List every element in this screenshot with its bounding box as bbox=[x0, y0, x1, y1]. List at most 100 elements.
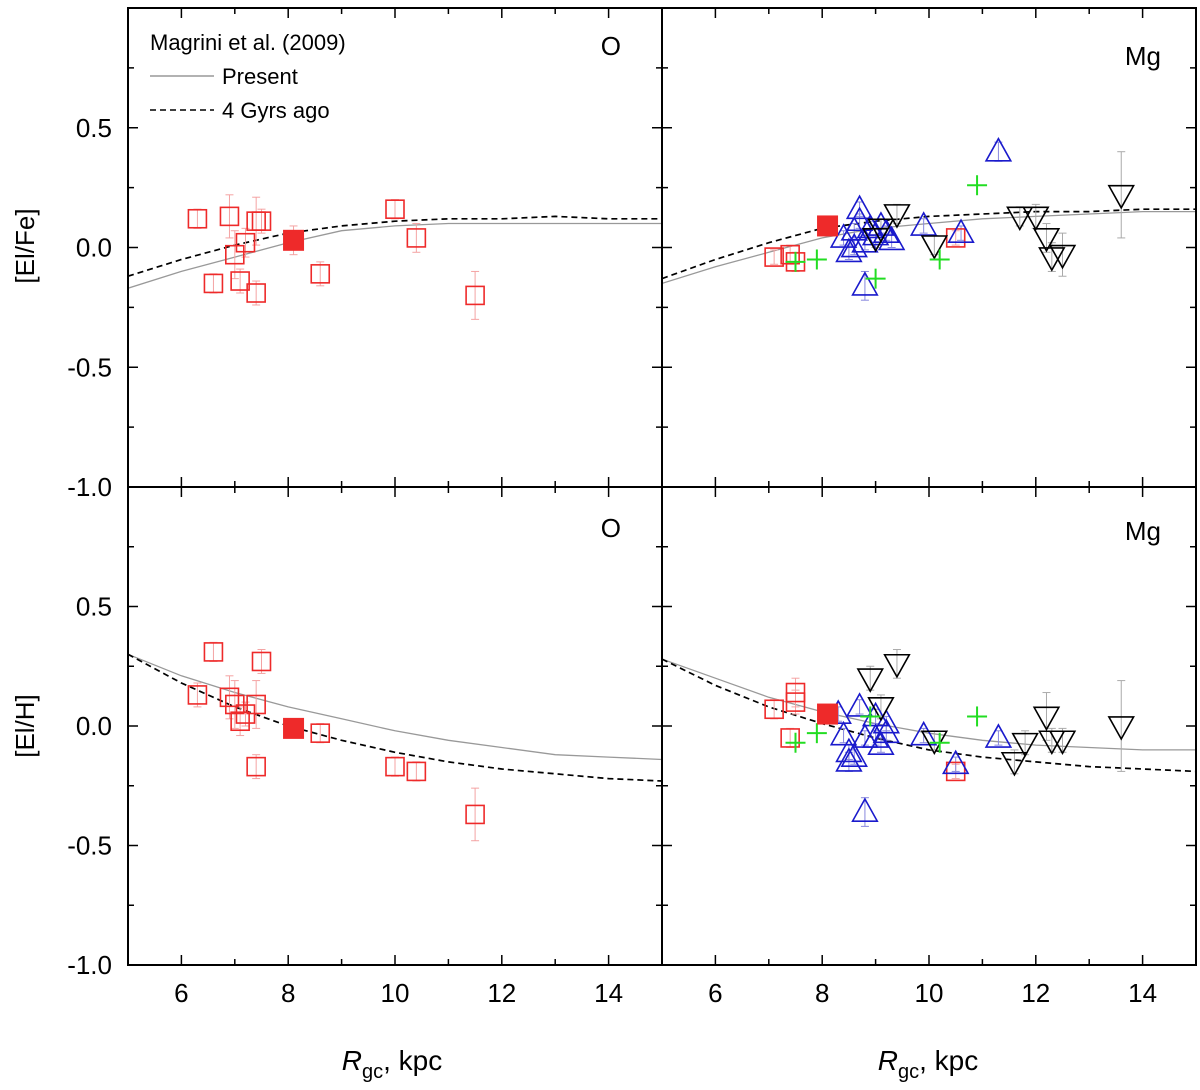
filled-square-point-O_H-0 bbox=[283, 717, 305, 739]
open-square-point-O_H-6 bbox=[246, 756, 266, 777]
up-triangle-point-Mg_Fe-7 bbox=[851, 271, 879, 296]
error-bar-up-triangle-Mg_H-1 bbox=[839, 727, 848, 744]
xtick-label-left-1: 8 bbox=[281, 978, 295, 1008]
xlabel-right-italic: R bbox=[878, 1045, 898, 1076]
present-curve-O_H bbox=[128, 653, 662, 761]
error-bar-down-triangle-Mg_Fe-9 bbox=[1117, 151, 1126, 239]
up-triangle-point-Mg_H-4 bbox=[840, 742, 868, 767]
open-square-point-O_Fe-1 bbox=[203, 273, 224, 294]
open-square-point-O_H-9 bbox=[310, 723, 331, 743]
ylabel-bottom: [El/H] bbox=[10, 694, 40, 758]
down-triangle-point-Mg_H-5 bbox=[1011, 732, 1039, 758]
past-curve-O_Fe bbox=[128, 215, 662, 278]
ylabel-top: [El/Fe] bbox=[10, 208, 40, 283]
error-bar-open-square-Mg_Fe-0 bbox=[770, 249, 779, 265]
error-bar-open-square-O_Fe-12 bbox=[471, 270, 480, 320]
open-square-point-Mg_H-3 bbox=[785, 692, 806, 712]
ytick-label-bottom-1: 0.0 bbox=[76, 711, 112, 741]
xlabel-left-italic: R bbox=[342, 1045, 362, 1076]
xtick-label-right-2: 10 bbox=[915, 978, 944, 1008]
error-bar-up-triangle-Mg_H-5 bbox=[855, 699, 864, 715]
up-triangle-point-Mg_H-7 bbox=[851, 797, 879, 822]
error-bar-down-triangle-Mg_H-9 bbox=[1117, 680, 1126, 772]
error-bar-open-square-O_Fe-3 bbox=[230, 230, 239, 280]
axis-labels-layer: 0.5 0.0 -0.5 -1.0 0.5 0.0 -0.5 -1.0 6 8 … bbox=[10, 31, 1161, 1083]
up-triangle-point-Mg_H-15 bbox=[984, 723, 1013, 748]
down-triangle-point-Mg_H-8 bbox=[1048, 730, 1077, 755]
error-bar-open-square-O_Fe-8 bbox=[257, 208, 266, 234]
xlabel-right-sub: gc bbox=[898, 1061, 919, 1083]
xlabel-left-rest: , kpc bbox=[383, 1045, 442, 1076]
error-bar-open-square-O_H-11 bbox=[412, 761, 421, 782]
panel-label-o-fe: O bbox=[601, 31, 621, 61]
up-triangle-point-Mg_H-10 bbox=[867, 730, 895, 756]
ytick-label-top-0: 0.5 bbox=[76, 113, 112, 143]
past-curve-Mg_H bbox=[662, 658, 1196, 773]
up-triangle-point-Mg_H-13 bbox=[909, 720, 938, 746]
open-square-point-O_Fe-9 bbox=[310, 264, 331, 284]
ticks-O_H bbox=[127, 486, 663, 966]
xtick-label-left-4: 14 bbox=[594, 978, 623, 1008]
open-square-point-O_Fe-10 bbox=[385, 199, 405, 219]
error-bar-open-square-O_H-4 bbox=[236, 706, 245, 737]
down-triangle-point-Mg_H-4 bbox=[1000, 751, 1029, 777]
legend-past-label: 4 Gyrs ago bbox=[222, 98, 330, 123]
error-bar-open-square-O_Fe-11 bbox=[412, 223, 421, 253]
error-bar-open-square-O_Fe-2 bbox=[225, 194, 234, 239]
plus-point-Mg_H-1 bbox=[806, 723, 827, 744]
up-triangle-point-Mg_H-11 bbox=[872, 718, 900, 744]
open-square-point-O_Fe-11 bbox=[406, 228, 427, 248]
xlabel-right: Rgc, kpc bbox=[878, 1045, 979, 1083]
up-triangle-point-Mg_Fe-6 bbox=[851, 228, 879, 253]
up-triangle-point-Mg_Fe-12 bbox=[877, 225, 906, 251]
panel-frame-O_Fe bbox=[127, 7, 663, 488]
plus-point-Mg_H-0 bbox=[785, 732, 806, 753]
plus-point-Mg_Fe-2 bbox=[865, 268, 886, 289]
up-triangle-point-Mg_H-14 bbox=[941, 749, 970, 775]
down-triangle-point-Mg_Fe-4 bbox=[1006, 206, 1034, 232]
past-curve-Mg_Fe bbox=[662, 208, 1196, 280]
xtick-label-left-0: 6 bbox=[174, 978, 188, 1008]
plus-point-Mg_H-4 bbox=[967, 706, 988, 727]
error-bar-up-triangle-Mg_Fe-14 bbox=[957, 225, 966, 241]
panel-frame-O_H bbox=[127, 486, 663, 966]
axis-ticks-layer bbox=[127, 7, 1197, 966]
open-square-point-O_H-1 bbox=[203, 642, 224, 662]
down-triangle-point-Mg_H-6 bbox=[1032, 706, 1061, 732]
down-triangle-point-Mg_H-1 bbox=[867, 696, 895, 722]
open-square-point-O_Fe-6 bbox=[246, 283, 266, 303]
ytick-label-top-3: -1.0 bbox=[67, 472, 112, 502]
open-square-point-O_Fe-2 bbox=[219, 206, 240, 227]
error-bar-open-square-O_Fe-10 bbox=[391, 199, 399, 220]
open-square-point-O_Fe-12 bbox=[465, 285, 485, 306]
xtick-label-right-0: 6 bbox=[708, 978, 722, 1008]
error-bar-up-triangle-Mg_Fe-7 bbox=[860, 270, 869, 301]
open-square-point-O_Fe-0 bbox=[187, 208, 208, 229]
ytick-label-top-1: 0.0 bbox=[76, 233, 112, 263]
up-triangle-point-Mg_H-1 bbox=[829, 720, 858, 746]
open-square-point-O_H-8 bbox=[251, 651, 272, 672]
up-triangle-point-Mg_Fe-11 bbox=[872, 218, 900, 244]
error-bar-open-square-O_Fe-0 bbox=[193, 208, 202, 229]
error-bar-open-square-O_H-5 bbox=[241, 701, 250, 727]
open-square-point-O_Fe-8 bbox=[251, 211, 272, 231]
xlabel-right-rest: , kpc bbox=[919, 1045, 978, 1076]
up-triangle-point-Mg_H-12 bbox=[872, 708, 900, 734]
up-triangle-point-Mg_Fe-13 bbox=[909, 211, 938, 236]
open-square-point-O_H-11 bbox=[406, 761, 427, 782]
open-square-point-Mg_H-4 bbox=[945, 761, 966, 782]
open-square-point-O_H-12 bbox=[465, 804, 485, 825]
xtick-label-right-4: 14 bbox=[1128, 978, 1157, 1008]
filled-square-point-Mg_H-0 bbox=[817, 703, 839, 725]
open-square-point-O_Fe-5 bbox=[235, 232, 256, 253]
plus-point-Mg_Fe-0 bbox=[785, 251, 806, 272]
open-square-point-Mg_H-0 bbox=[764, 699, 784, 720]
filled-square-point-Mg_Fe-0 bbox=[817, 215, 839, 237]
down-triangle-point-Mg_Fe-2 bbox=[883, 204, 911, 229]
error-bar-up-triangle-Mg_H-15 bbox=[994, 730, 1003, 746]
up-triangle-point-Mg_Fe-1 bbox=[835, 237, 863, 263]
xlabel-left: Rgc, kpc bbox=[342, 1045, 443, 1083]
xtick-label-left-3: 12 bbox=[487, 978, 516, 1008]
legend-title: Magrini et al. (2009) bbox=[150, 30, 346, 55]
error-bar-down-triangle-Mg_H-6 bbox=[1042, 692, 1051, 741]
